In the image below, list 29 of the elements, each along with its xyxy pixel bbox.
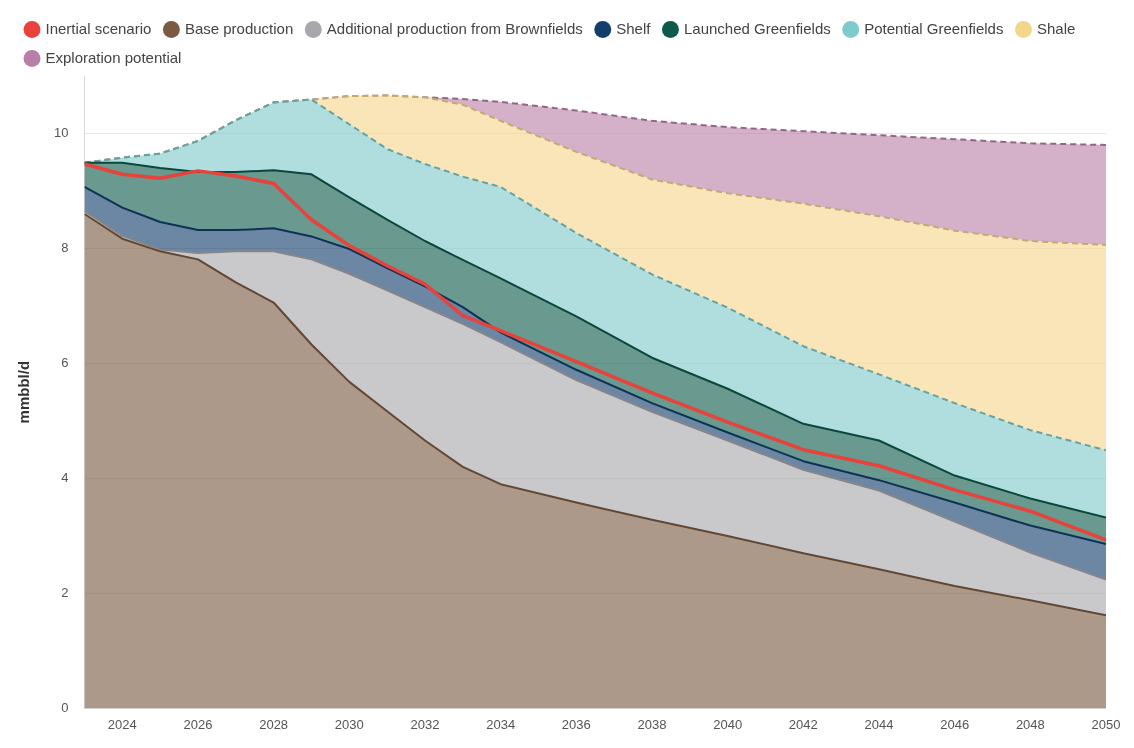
x-tick-label: 2028 [259, 716, 289, 732]
x-tick-label: 2036 [561, 716, 591, 732]
x-tick-label: 2044 [864, 716, 894, 732]
x-tick-label: 2042 [788, 716, 818, 732]
x-tick-label: 2038 [637, 716, 667, 732]
legend-label: Additional production from Brownfields [326, 19, 583, 37]
y-axis-title: mmbbl/d [15, 360, 33, 424]
legend-label: Launched Greenfields [683, 19, 831, 37]
x-tick-label: 2032 [410, 716, 440, 732]
y-tick-label: 8 [61, 240, 69, 256]
y-tick-label: 6 [61, 355, 69, 371]
legend-label: Base production [184, 19, 294, 37]
legend-label: Exploration potential [45, 48, 182, 66]
y-tick-label: 0 [61, 699, 69, 715]
x-tick-label: 2024 [107, 716, 137, 732]
legend-label: Inertial scenario [45, 19, 152, 37]
x-tick-label: 2040 [713, 716, 743, 732]
x-tick-label: 2050 [1091, 716, 1121, 732]
x-tick-label: 2046 [940, 716, 970, 732]
x-tick-label: 2026 [183, 716, 213, 732]
legend-label: Shale [1036, 19, 1076, 37]
legend-label: Potential Greenfields [864, 19, 1004, 37]
x-tick-label: 2030 [334, 716, 364, 732]
x-tick-label: 2048 [1015, 716, 1045, 732]
y-tick-label: 4 [61, 470, 69, 486]
y-tick-label: 2 [61, 585, 69, 600]
y-tick-label: 10 [53, 125, 69, 141]
x-tick-label: 2034 [486, 716, 516, 732]
legend-label: Shelf [616, 19, 652, 37]
